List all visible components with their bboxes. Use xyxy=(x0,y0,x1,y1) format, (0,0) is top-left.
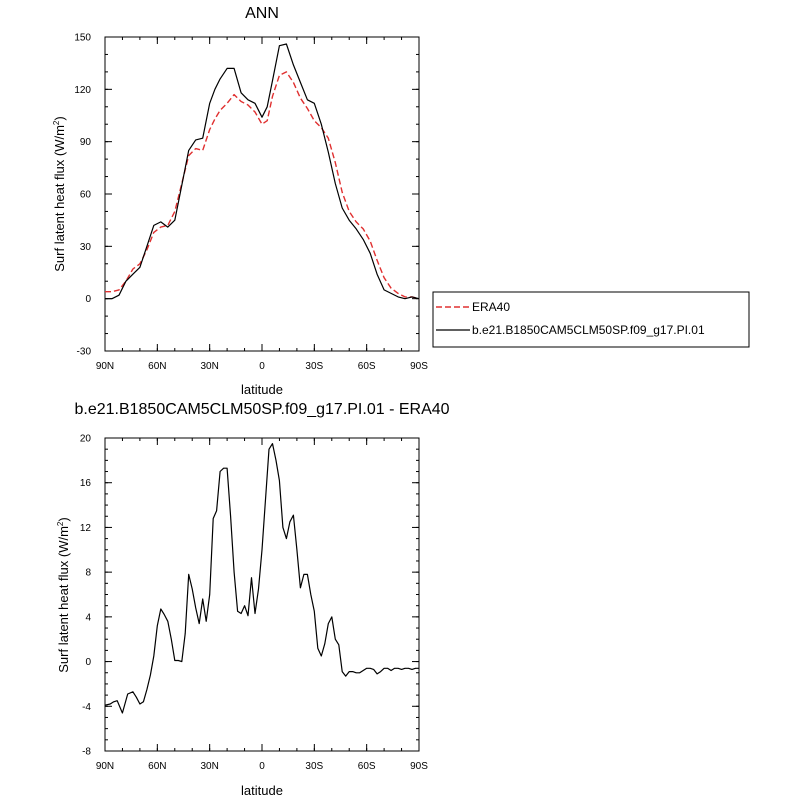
bottom-panel: b.e21.B1850CAM5CLM50SP.f09_g17.PI.01 - E… xyxy=(56,401,450,798)
x-tick-label: 60N xyxy=(148,761,166,772)
y-tick-label: 30 xyxy=(80,242,92,253)
x-axis-label: latitude xyxy=(241,382,283,397)
y-axis-label: Surf latent heat flux (W/m2) xyxy=(52,116,67,271)
plot-frame xyxy=(104,36,420,352)
y-tick-label: -30 xyxy=(77,347,92,358)
difference-plot-area: -8 -4 0 4 8 12 16 20 90N 60N 30N 0 30S 60S 90S xyxy=(80,434,428,773)
difference-chart-title: b.e21.B1850CAM5CLM50SP.f09_g17.PI.01 - E… xyxy=(74,401,449,418)
plot-area: -30 0 30 60 90 120 150 90N 60N 30N 0 30S 60S 90S xyxy=(74,33,428,373)
chart-title: ANN xyxy=(245,5,279,22)
y-tick-label: 0 xyxy=(85,657,91,668)
difference-x-axis-label: latitude xyxy=(241,783,283,798)
y-tick-label: -4 xyxy=(82,702,91,713)
y-tick-label: 120 xyxy=(74,85,91,96)
y-tick-label: 90 xyxy=(80,137,92,148)
x-tick-label: 30N xyxy=(200,361,218,372)
legend-box xyxy=(432,291,750,348)
series-line-b-e21-b1850cam5clm50sp-f09-g17-pi-01 xyxy=(105,43,420,300)
x-tick-label: 0 xyxy=(259,761,265,772)
x-tick-label: 30S xyxy=(305,361,323,372)
y-tick-label: 20 xyxy=(80,434,92,445)
x-tick-label: 90S xyxy=(410,361,428,372)
y-tick-label: 0 xyxy=(85,294,91,305)
series-line-era40 xyxy=(105,71,420,300)
legend-label-era40: ERA40 xyxy=(472,300,510,314)
y-tick-label: 16 xyxy=(80,478,92,489)
y-tick-label: -8 xyxy=(82,747,91,758)
legend: ERA40 b.e21.B1850CAM5CLM50SP.f09_g17.PI.… xyxy=(432,291,750,348)
x-tick-label: 90N xyxy=(96,761,114,772)
difference-y-axis-label: Surf latent heat flux (W/m2) xyxy=(56,517,71,672)
x-tick-label: 60S xyxy=(358,761,376,772)
legend-label-model: b.e21.B1850CAM5CLM50SP.f09_g17.PI.01 xyxy=(472,323,705,337)
y-tick-label: 60 xyxy=(80,190,92,201)
y-tick-label: 8 xyxy=(85,568,91,579)
x-tick-label: 30N xyxy=(200,761,218,772)
y-tick-label: 4 xyxy=(85,612,91,623)
plot-frame xyxy=(104,437,420,752)
x-tick-label: 30S xyxy=(305,761,323,772)
y-tick-label: 150 xyxy=(74,33,91,44)
y-tick-label: 12 xyxy=(80,523,92,534)
series-line-difference xyxy=(104,443,419,714)
x-tick-label: 90N xyxy=(96,361,114,372)
x-tick-label: 60S xyxy=(358,361,376,372)
x-tick-label: 60N xyxy=(148,361,166,372)
x-tick-label: 0 xyxy=(259,361,265,372)
x-tick-label: 90S xyxy=(410,761,428,772)
